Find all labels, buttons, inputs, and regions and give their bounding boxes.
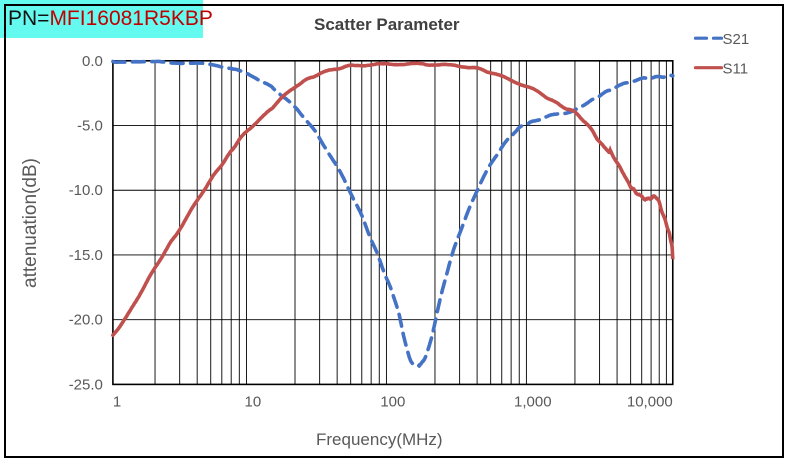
svg-text:1: 1 xyxy=(113,393,121,410)
svg-text:-20.0: -20.0 xyxy=(69,312,103,329)
svg-text:S21: S21 xyxy=(723,31,750,48)
svg-text:10: 10 xyxy=(245,393,262,410)
svg-text:0.0: 0.0 xyxy=(82,53,103,70)
svg-text:10,000: 10,000 xyxy=(627,393,673,410)
svg-text:-15.0: -15.0 xyxy=(69,247,103,264)
svg-text:-10.0: -10.0 xyxy=(69,182,103,199)
svg-text:-5.0: -5.0 xyxy=(77,118,103,135)
svg-text:-25.0: -25.0 xyxy=(69,376,103,393)
svg-text:100: 100 xyxy=(380,393,405,410)
svg-text:S11: S11 xyxy=(723,61,749,78)
svg-text:1,000: 1,000 xyxy=(514,393,552,410)
